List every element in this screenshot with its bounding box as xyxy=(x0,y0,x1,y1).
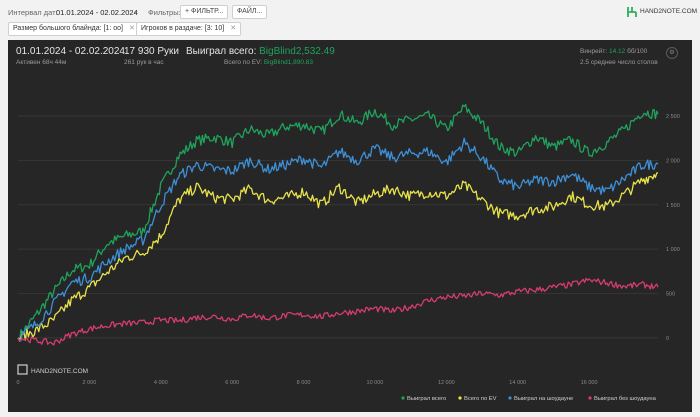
x-tick-label: 2 000 xyxy=(83,380,97,386)
y-tick-label: 2 500 xyxy=(666,114,680,120)
chevron-down-icon[interactable]: ⌄ xyxy=(133,8,139,15)
won-total: Выиграл всего: BigBlind2,532.49 xyxy=(186,46,335,57)
avg-tables: 2.5 среднее число столов xyxy=(580,59,658,66)
legend-marker xyxy=(588,396,592,400)
winrate: Винрейт: 14.12 бб/100 xyxy=(580,48,647,55)
ev-total: Всего по EV: BigBlind1,890.83 xyxy=(224,59,313,66)
legend-label[interactable]: Всего по EV xyxy=(464,396,497,402)
x-tick-label: 8 000 xyxy=(297,380,311,386)
summary-date-range: 01.01.2024 - 02.02.2024 xyxy=(16,46,125,57)
filter-chip-big-blind[interactable]: Размер большого блайнда: [1: оо] ✕ xyxy=(8,22,140,36)
series-group xyxy=(17,103,659,346)
date-range-select[interactable]: 01.01.2024 - 02.02.2024 xyxy=(56,8,138,17)
y-tick-label: 1 500 xyxy=(666,203,680,209)
won-value: BigBlind2,532.49 xyxy=(259,46,335,57)
close-icon[interactable]: ✕ xyxy=(129,25,135,32)
legend: Выиграл всего Всего по EV Выиграл на шоуда… xyxy=(401,396,657,402)
settings-icon[interactable]: ⚙ xyxy=(666,47,678,59)
series-line xyxy=(17,277,659,346)
x-tick-label: 14 000 xyxy=(509,380,526,386)
hand2note-logo-icon xyxy=(627,6,637,17)
y-axis-ticks: 0 500 1 000 1 500 2 000 2 500 xyxy=(666,114,680,342)
y-tick-label: 1 000 xyxy=(666,247,680,253)
date-interval-label: Интервал дат: xyxy=(8,8,58,17)
series-line xyxy=(17,103,659,342)
y-tick-label: 500 xyxy=(666,291,675,297)
watermark-text: HAND2NOTE.COM xyxy=(31,368,88,375)
watermark: HAND2NOTE.COM xyxy=(17,364,88,375)
close-icon[interactable]: ✕ xyxy=(230,25,237,32)
top-toolbar: Интервал дат: 01.01.2024 - 02.02.2024 ⌄ … xyxy=(0,0,700,22)
y-tick-label: 2 000 xyxy=(666,158,680,164)
ev-label: Всего по EV: xyxy=(224,59,263,66)
won-label: Выиграл всего: xyxy=(186,46,257,57)
legend-marker xyxy=(508,396,512,400)
series-line xyxy=(17,172,659,341)
brand-logo: HAND2NOTE.COM xyxy=(627,5,697,18)
x-axis-ticks: 0 2 000 4 000 6 000 8 000 10 000 12 000 14 000 1… xyxy=(16,380,597,386)
ev-value: BigBlind1,890.83 xyxy=(263,59,313,66)
graph-chart: 0 2 000 4 000 6 000 8 000 10 000 12 000 14 000 1… xyxy=(16,103,680,402)
legend-marker xyxy=(458,396,462,400)
hands-per-hour: 261 рук в час xyxy=(124,59,164,66)
x-tick-label: 4 000 xyxy=(154,380,168,386)
legend-label[interactable]: Выиграл без шоудауна xyxy=(594,396,657,402)
grid xyxy=(18,115,658,339)
chip-label: Игроков в раздаче: [3: 10] xyxy=(141,25,225,32)
x-tick-label: 6 000 xyxy=(225,380,239,386)
active-time: Активен 68ч 44м xyxy=(16,59,67,66)
graph-panel: 01.01.2024 - 02.02.2024 Активен 68ч 44м … xyxy=(8,40,692,412)
legend-label[interactable]: Выиграл на шоудауне xyxy=(514,396,573,402)
x-tick-label: 10 000 xyxy=(367,380,384,386)
winrate-value: 14.12 xyxy=(609,48,626,55)
chip-label: Размер большого блайнда: [1: оо] xyxy=(13,25,124,32)
add-filter-button[interactable]: + ФИЛЬТР... xyxy=(180,5,229,19)
filters-label: Фильтры: xyxy=(148,8,181,17)
legend-marker xyxy=(401,396,405,400)
file-button[interactable]: ФАЙЛ... xyxy=(232,5,268,19)
winrate-label: Винрейт: xyxy=(580,48,608,55)
x-tick-label: 16 000 xyxy=(581,380,598,386)
winrate-unit: бб/100 xyxy=(627,48,648,55)
logo-text: HAND2NOTE.COM xyxy=(640,8,698,15)
x-tick-label: 12 000 xyxy=(438,380,455,386)
hands-count: 17 930 Руки xyxy=(124,46,179,57)
series-line xyxy=(17,137,659,342)
y-tick-label: 0 xyxy=(666,336,669,342)
watermark-logo-icon xyxy=(17,364,28,375)
x-tick-label: 0 xyxy=(16,380,19,386)
legend-label[interactable]: Выиграл всего xyxy=(407,396,446,402)
filter-chip-players[interactable]: Игроков в раздаче: [3: 10] ✕ xyxy=(136,22,242,36)
